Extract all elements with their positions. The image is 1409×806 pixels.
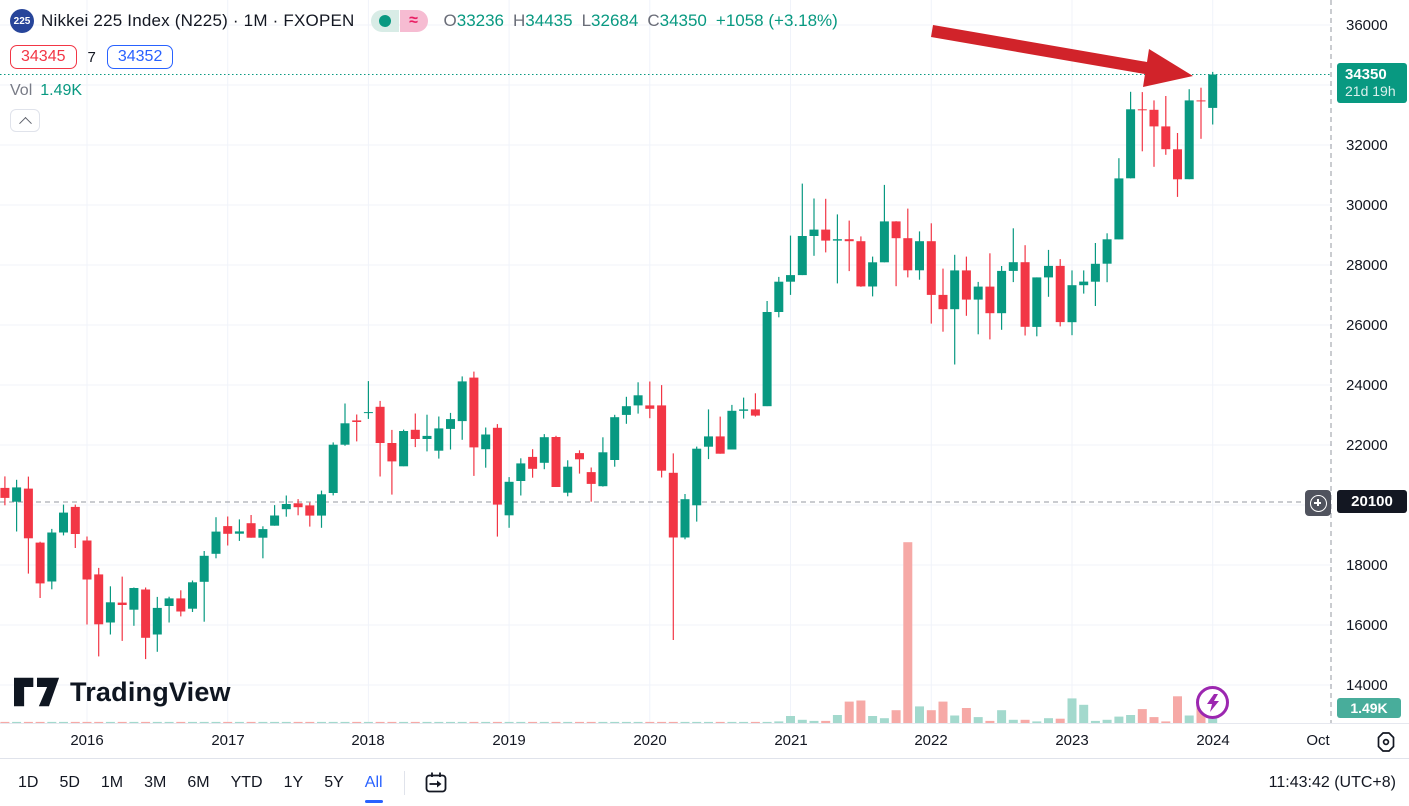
- volume-value: 1.49K: [40, 82, 83, 99]
- price-tick: 14000: [1346, 677, 1388, 694]
- symbol-title[interactable]: Nikkei 225 Index (N225) · 1M · FXOPEN: [41, 11, 355, 30]
- candles: [0, 71, 1218, 660]
- price-tick: 26000: [1346, 317, 1388, 334]
- close-value: 34350: [659, 11, 707, 30]
- trend-arrow-annotation[interactable]: [931, 25, 1193, 87]
- range-button-ytd[interactable]: YTD: [230, 773, 263, 791]
- time-tick: 2019: [492, 732, 526, 749]
- candlestick-chart: [0, 0, 1332, 723]
- range-button-5d[interactable]: 5D: [59, 773, 80, 791]
- range-toolbar: 1D 5D 1M 3M 6M YTD 1Y 5Y All 11:43:42 (UTC+8): [0, 758, 1409, 806]
- change-value: +1058 (+3.18%): [715, 11, 838, 30]
- time-tick: 2016: [70, 732, 104, 749]
- range-button-1d[interactable]: 1D: [18, 773, 39, 791]
- gear-icon: [1382, 738, 1390, 746]
- price-tick: 28000: [1346, 257, 1388, 274]
- high-value: 34435: [525, 11, 573, 30]
- clock-display: 11:43:42 (UTC+8): [1268, 773, 1396, 791]
- market-status-icon: [370, 10, 399, 32]
- tradingview-logo-icon: [14, 677, 60, 707]
- flash-execution-button[interactable]: [1196, 686, 1229, 719]
- chart-canvas[interactable]: 225 Nikkei 225 Index (N225) · 1M · FXOPE…: [0, 0, 1332, 723]
- legend: 225 Nikkei 225 Index (N225) · 1M · FXOPE…: [10, 8, 847, 132]
- time-tick: 2017: [211, 732, 245, 749]
- low-value: 32684: [591, 11, 639, 30]
- bar-countdown: 21d 19h: [1345, 83, 1396, 99]
- last-price-badge: 34350 21d 19h: [1337, 63, 1407, 103]
- close-label: C: [647, 11, 660, 30]
- range-button-3m[interactable]: 3M: [144, 773, 167, 791]
- price-tick: 16000: [1346, 617, 1388, 634]
- price-tick: 32000: [1346, 137, 1388, 154]
- range-buttons: 1D 5D 1M 3M 6M YTD 1Y 5Y All: [18, 768, 404, 803]
- ohlc-values: O33236 H34435 L32684 C34350 +1058 (+3.18%): [444, 11, 847, 31]
- crosshair-price-badge: 20100: [1337, 490, 1407, 513]
- open-value: 33236: [456, 11, 505, 30]
- range-button-6m[interactable]: 6M: [187, 773, 210, 791]
- time-tick: 2024: [1196, 732, 1230, 749]
- sell-bid-button[interactable]: 34345: [10, 45, 77, 69]
- open-label: O: [443, 11, 457, 30]
- time-tick: 2023: [1055, 732, 1089, 749]
- go-to-date-button[interactable]: [421, 768, 451, 798]
- price-tick: 22000: [1346, 437, 1388, 454]
- price-axis[interactable]: 36000 32000 30000 28000 26000 24000 22000 18000…: [1305, 0, 1409, 723]
- calendar-icon: [425, 772, 446, 792]
- last-price-value: 34350: [1345, 66, 1387, 83]
- spread-value: 7: [87, 48, 96, 66]
- toolbar-divider: [403, 770, 405, 795]
- approx-data-icon: ≈: [399, 10, 428, 32]
- time-tick: Oct: [1306, 732, 1330, 749]
- tradingview-watermark: TradingView: [14, 676, 231, 709]
- legend-collapse-button[interactable]: [10, 109, 40, 132]
- range-button-all[interactable]: All: [364, 768, 383, 803]
- price-tick: 36000: [1346, 17, 1388, 34]
- symbol-logo[interactable]: 225: [10, 9, 34, 33]
- range-button-1m[interactable]: 1M: [100, 773, 124, 791]
- volume-label: Vol: [10, 82, 33, 99]
- add-alert-plus-button[interactable]: [1305, 490, 1331, 516]
- data-status-chips[interactable]: ≈: [370, 10, 428, 32]
- buy-ask-button[interactable]: 34352: [106, 45, 174, 69]
- price-tick: 30000: [1346, 197, 1388, 214]
- watermark-text: TradingView: [70, 677, 231, 707]
- lightning-icon: [1206, 693, 1219, 712]
- price-tick: 24000: [1346, 377, 1388, 394]
- time-tick: 2021: [774, 732, 808, 749]
- time-tick: 2020: [633, 732, 667, 749]
- plus-circle-icon: [1309, 494, 1327, 512]
- time-tick: 2018: [351, 732, 385, 749]
- time-tick: 2022: [914, 732, 948, 749]
- price-tick: 18000: [1346, 557, 1388, 574]
- high-label: H: [513, 11, 526, 30]
- volume-axis-badge: 1.49K: [1337, 698, 1401, 718]
- axis-settings-button[interactable]: [1374, 730, 1398, 754]
- low-label: L: [581, 11, 592, 30]
- range-button-1y[interactable]: 1Y: [283, 773, 304, 791]
- chevron-up-icon: [18, 116, 32, 130]
- time-axis[interactable]: 2016 2017 2018 2019 2020 2021 2022 2023 2024 Oct: [0, 723, 1409, 758]
- range-button-5y[interactable]: 5Y: [324, 773, 344, 791]
